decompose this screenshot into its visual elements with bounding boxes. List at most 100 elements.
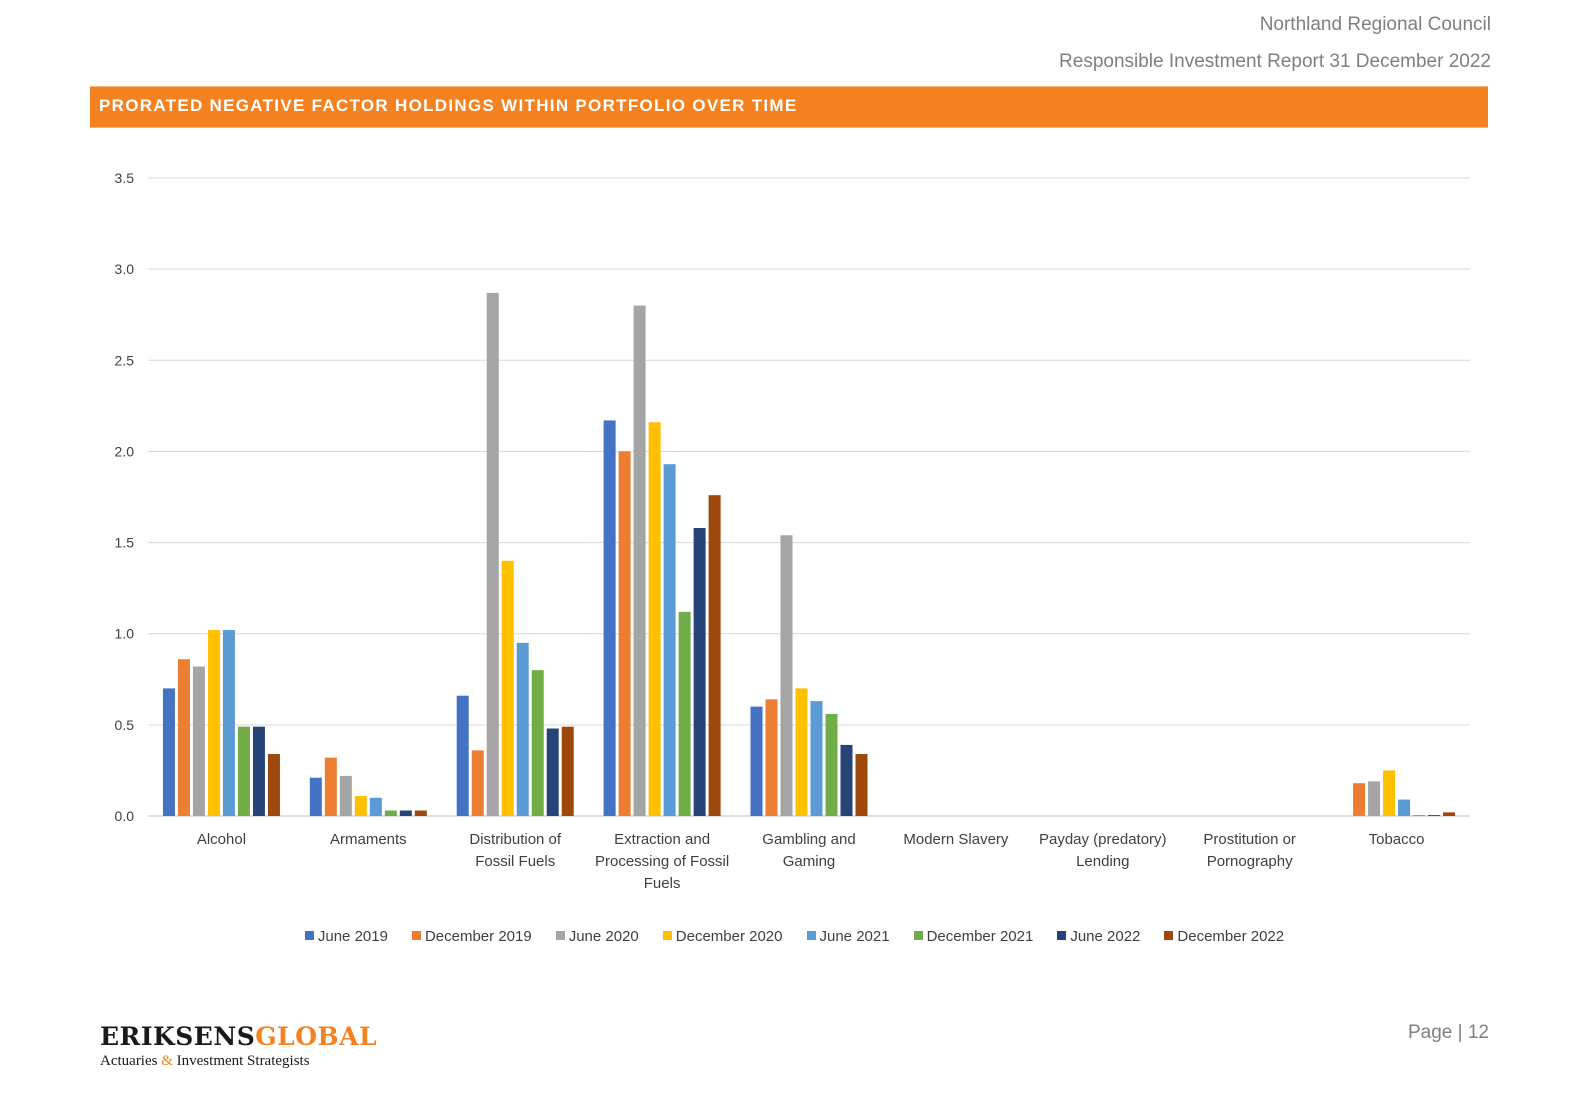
x-category-label: Payday (predatory) Lending <box>1039 831 1167 870</box>
y-tick-label: 2.5 <box>115 352 135 368</box>
bar <box>678 611 691 816</box>
bar-chart: 0.0 0.5 1.0 1.5 2.0 2.5 3.0 3.5 Alcohol Armament… <box>115 170 1470 892</box>
bar <box>765 699 778 816</box>
x-category-label: Distribution of Fossil Fuels <box>469 831 562 870</box>
legend-swatch <box>913 931 923 940</box>
bar <box>840 744 853 816</box>
bar <box>222 630 235 816</box>
bar <box>1413 815 1426 816</box>
x-category-label: Armaments <box>330 831 407 848</box>
logo-wordmark-global: GLOBAL <box>255 1022 378 1051</box>
company-logo: ERIKSENSGLOBAL Actuaries & Investment St… <box>100 1023 377 1070</box>
bar <box>663 464 676 816</box>
logo-tagline-end: Investment Strategists <box>172 1053 310 1069</box>
legend-label: June 2019 <box>317 928 388 945</box>
y-tick-label: 2.0 <box>115 443 135 459</box>
bar <box>471 750 484 816</box>
bar <box>1368 781 1381 816</box>
legend-swatch <box>1057 931 1067 940</box>
bar <box>693 527 706 816</box>
chart-bars <box>162 292 1456 817</box>
legend-item: December 2022 <box>1164 928 1284 945</box>
legend-label: December 2020 <box>675 928 783 945</box>
x-category-label: Prostitution or Pornography <box>1203 831 1296 870</box>
x-category-label: Tobacco <box>1369 831 1425 848</box>
bar <box>267 754 280 816</box>
bar <box>531 670 544 816</box>
legend-item: December 2021 <box>913 928 1034 945</box>
bar <box>252 726 265 816</box>
chart-legend: June 2019 December 2019 June 2020 December … <box>0 928 1589 945</box>
bar <box>339 775 352 816</box>
legend-label: June 2021 <box>819 928 890 945</box>
bar <box>237 726 250 816</box>
legend-item: June 2022 <box>1057 928 1140 945</box>
chart-x-axis: Alcohol Armaments Distribution of Fossil Fu… <box>197 831 1425 892</box>
bar <box>780 535 793 816</box>
section-title: PRORATED NEGATIVE FACTOR HOLDINGS WITHIN… <box>99 96 798 115</box>
bar <box>1383 770 1396 816</box>
legend-label: December 2021 <box>926 928 1034 945</box>
y-tick-label: 0.5 <box>115 717 135 733</box>
bar <box>648 422 661 816</box>
bar <box>399 810 412 816</box>
bar <box>369 797 382 816</box>
logo-tagline-start: Actuaries <box>100 1053 162 1069</box>
y-tick-label: 3.0 <box>115 261 135 277</box>
chart-y-axis: 0.0 0.5 1.0 1.5 2.0 2.5 3.0 3.5 <box>115 170 135 824</box>
bar <box>633 305 646 816</box>
legend-label: December 2022 <box>1177 928 1285 945</box>
bar <box>708 495 721 816</box>
section-banner: PRORATED NEGATIVE FACTOR HOLDINGS WITHIN… <box>90 86 1488 128</box>
bar <box>1353 783 1366 816</box>
bar <box>486 292 499 817</box>
legend-swatch <box>555 931 565 940</box>
legend-item: June 2019 <box>304 928 388 945</box>
bar <box>207 630 220 816</box>
bar <box>501 560 514 816</box>
bar <box>750 706 763 816</box>
bar <box>162 688 175 816</box>
bar <box>1428 815 1441 816</box>
legend-item: December 2020 <box>662 928 783 945</box>
bar <box>603 420 616 816</box>
x-category-label: Alcohol <box>197 831 246 848</box>
legend-item: June 2020 <box>555 928 639 945</box>
logo-tagline-ampersand: & <box>161 1053 173 1069</box>
bar <box>795 688 808 816</box>
report-org-header: Northland Regional Council <box>1259 14 1491 35</box>
x-category-label: Extraction and Processing of Fossil Fuels <box>595 831 729 892</box>
page-number: Page | 12 <box>1407 1022 1489 1043</box>
bar <box>384 810 397 816</box>
bar <box>177 659 190 816</box>
bar <box>855 754 868 816</box>
chart-gridlines <box>148 177 1470 817</box>
bar <box>354 795 367 816</box>
y-tick-label: 3.5 <box>115 170 135 186</box>
x-category-label: Modern Slavery <box>903 831 1009 848</box>
bar <box>516 642 529 816</box>
bar <box>414 810 427 816</box>
bar <box>456 695 469 816</box>
y-tick-label: 0.0 <box>115 808 135 824</box>
legend-label: December 2019 <box>424 928 532 945</box>
y-tick-label: 1.5 <box>115 535 135 551</box>
bar <box>324 757 337 816</box>
y-tick-label: 1.0 <box>115 626 135 642</box>
x-category-label: Gambling and Gaming <box>762 831 855 870</box>
legend-label: June 2020 <box>568 928 639 945</box>
bar <box>618 451 631 816</box>
legend-swatch <box>411 931 421 940</box>
legend-swatch <box>662 931 672 940</box>
bar <box>561 726 574 816</box>
legend-swatch <box>806 931 816 940</box>
bar <box>1398 799 1411 816</box>
logo-wordmark-eriksens: ERIKSENS <box>100 1022 256 1051</box>
legend-item: June 2021 <box>806 928 890 945</box>
legend-swatch <box>1164 931 1174 940</box>
bar <box>192 666 205 816</box>
bar <box>1443 812 1456 816</box>
legend-swatch <box>304 931 314 940</box>
bar <box>810 701 823 816</box>
report-title-header: Responsible Investment Report 31 Decembe… <box>1059 51 1491 72</box>
